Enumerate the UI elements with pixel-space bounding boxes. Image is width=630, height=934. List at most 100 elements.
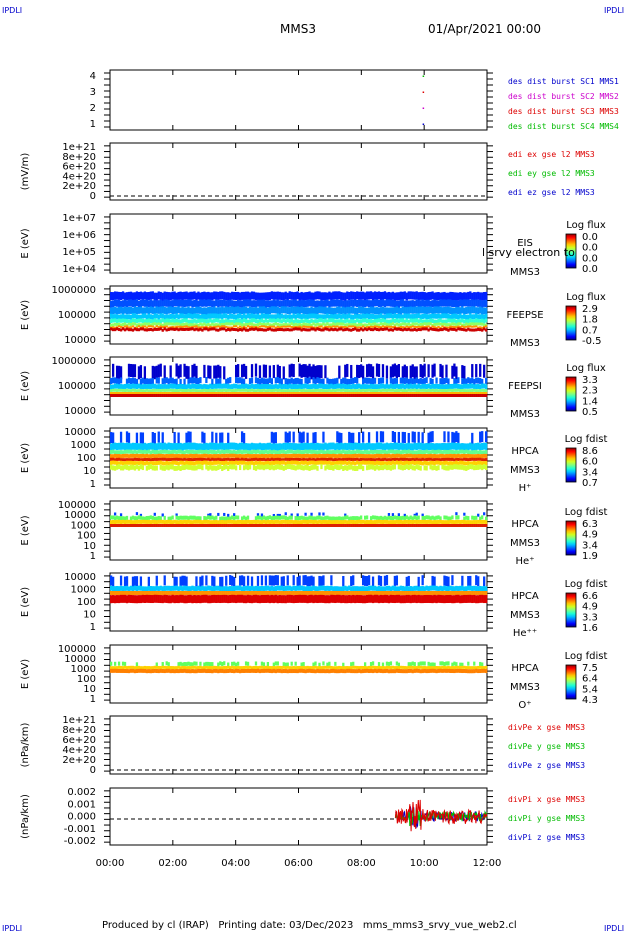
spectrogram-cell	[268, 458, 272, 462]
spectrogram-cell	[272, 449, 275, 454]
spectrogram-cell	[157, 388, 160, 392]
spectrogram-cell	[342, 392, 345, 394]
spectrogram-cell	[322, 292, 325, 301]
spectrogram-cell	[375, 299, 379, 307]
spectrogram-cell	[473, 465, 476, 471]
y-tick-label: 0	[90, 765, 96, 776]
spectrogram-cell	[187, 461, 190, 466]
spectrogram-cell	[290, 519, 293, 524]
spectrogram-cell	[262, 384, 266, 390]
spectrogram-cell	[111, 394, 115, 397]
spectrogram-cell	[129, 524, 133, 527]
spectrogram-cell	[254, 319, 258, 324]
spectrogram-cell	[179, 394, 182, 397]
spectrogram-cell	[332, 388, 335, 392]
y-tick-label: 1000	[71, 664, 96, 675]
y-tick-label: 10	[83, 541, 96, 552]
spectrogram-cell	[352, 516, 355, 521]
spectrogram-cell	[373, 449, 377, 454]
spectrogram-cell	[320, 299, 323, 307]
spectrogram-cell	[389, 458, 393, 462]
spectrogram-cell	[143, 307, 147, 315]
spectrogram-cell	[348, 449, 351, 454]
spectrogram-cell	[328, 325, 331, 328]
spectrogram-cell	[231, 384, 234, 390]
spectrogram-cell	[197, 449, 200, 454]
spectrogram-cell	[298, 520, 301, 525]
spectrogram-cell	[433, 299, 436, 307]
spectrogram-cell	[274, 460, 277, 465]
spectrogram-cell	[334, 307, 337, 315]
spectrogram-cell	[340, 299, 343, 307]
spectrogram-cell	[167, 442, 170, 450]
spectrogram-cell	[223, 366, 226, 380]
spectrogram-cell	[260, 313, 264, 319]
spectrogram-cell	[304, 322, 307, 326]
spectrogram-cell	[171, 300, 174, 308]
y-tick-label: 10	[83, 684, 96, 695]
spectrogram-cell	[344, 513, 347, 517]
spectrogram-cell	[179, 524, 182, 527]
spectrogram-cell	[260, 389, 264, 393]
spectrogram-cell	[111, 323, 115, 327]
spectrogram-cell	[268, 314, 272, 320]
spectrogram-cell	[173, 322, 176, 326]
spectrogram-cell	[445, 292, 448, 301]
spectrogram-cell	[111, 457, 115, 461]
spectrogram-cell	[479, 519, 482, 524]
spectrogram-cell	[185, 291, 188, 300]
spectrogram-cell	[304, 519, 307, 524]
spectrogram-cell	[161, 323, 164, 327]
spectrogram-cell	[280, 392, 283, 394]
spectrogram-cell	[250, 300, 254, 308]
spectrogram-cell	[419, 453, 422, 458]
spectrogram-cell	[427, 524, 430, 527]
spectrogram-cell	[383, 388, 387, 392]
spectrogram-cell	[231, 519, 234, 524]
spectrogram-cell	[479, 394, 482, 397]
spectrogram-cell	[469, 318, 472, 323]
spectrogram-cell	[173, 431, 176, 443]
spectrogram-cell	[481, 461, 484, 466]
spectrogram-cell	[219, 394, 222, 397]
spectrogram-cell	[242, 458, 246, 462]
spectrogram-cell	[437, 300, 440, 308]
spectrogram-cell	[358, 299, 361, 307]
spectrogram-cell	[111, 384, 115, 390]
spectrogram-cell	[199, 576, 202, 587]
spectrogram-cell	[199, 383, 202, 389]
spectrogram-cell	[340, 388, 343, 392]
spectrogram-cell	[453, 392, 456, 394]
spectrogram-cell	[155, 394, 158, 397]
spectrogram-cell	[137, 389, 141, 393]
spectrogram-cell	[110, 520, 113, 525]
spectrogram-cell	[441, 442, 444, 450]
spectrogram-cell	[129, 299, 133, 307]
spectrogram-cell	[231, 442, 234, 450]
spectrogram-cell	[119, 292, 123, 301]
spectrogram-cell	[375, 323, 379, 327]
spectrogram-cell	[175, 457, 178, 461]
spectrogram-cell	[348, 328, 351, 332]
spectrogram-cell	[211, 449, 214, 454]
spectrogram-cell	[157, 384, 160, 390]
spectrogram-cell	[197, 306, 200, 314]
spectrogram-cell	[181, 394, 184, 397]
spectrogram-cell	[225, 325, 228, 328]
spectrogram-cell	[459, 443, 462, 451]
spectrogram-cell	[244, 449, 248, 454]
spectrogram-cell	[278, 513, 281, 517]
spectrogram-cell	[141, 394, 145, 397]
species-label: H⁺	[519, 483, 532, 494]
spectrogram-cell	[332, 520, 335, 525]
spectrogram-cell	[165, 325, 168, 328]
spectrogram-cell	[326, 461, 329, 466]
spectrogram-cell	[445, 319, 448, 324]
spectrogram-cell	[270, 431, 274, 443]
spectrogram-cell	[336, 383, 339, 389]
spectrogram-cell	[397, 384, 400, 390]
spectrogram-cell	[113, 306, 117, 314]
spectrogram-cell	[348, 291, 351, 300]
spectrogram-cell	[215, 378, 218, 385]
